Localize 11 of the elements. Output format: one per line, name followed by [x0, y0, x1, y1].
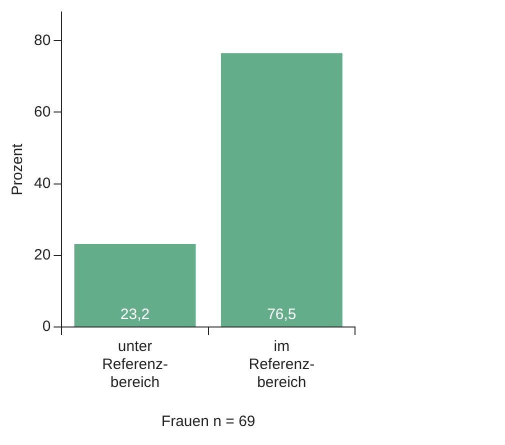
- y-tick-label: 40: [34, 174, 51, 192]
- x-axis-title: Frauen n = 69: [161, 413, 256, 430]
- y-tick-label: 80: [34, 32, 51, 49]
- data-label: 76,5: [267, 306, 296, 324]
- data-label: 23,2: [120, 306, 150, 324]
- y-tick-label: 20: [34, 246, 51, 264]
- y-tick-label: 0: [42, 318, 51, 336]
- x-tick-label: unter Referenz- bereich: [102, 338, 168, 392]
- x-tick-label: im Referenz- bereich: [248, 338, 315, 392]
- y-tick-label: 60: [34, 103, 51, 120]
- y-axis-title: Prozent: [9, 142, 26, 196]
